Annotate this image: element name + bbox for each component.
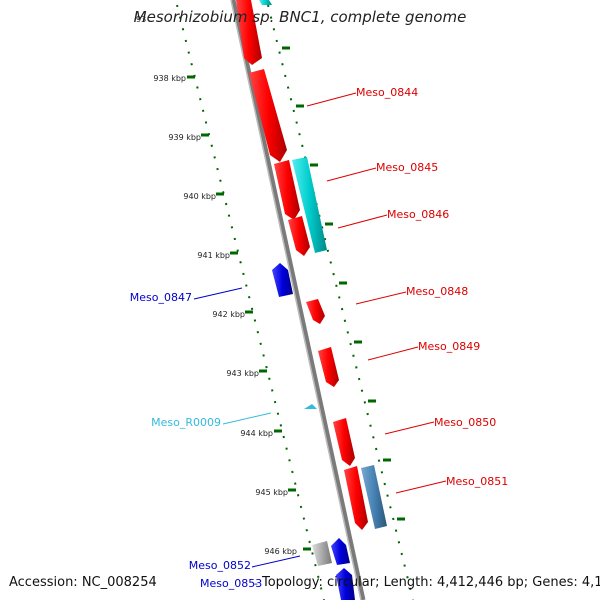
accession-text: Accession: NC_008254 — [9, 575, 157, 590]
gene-meso-0852[interactable] — [331, 538, 350, 565]
gene-meso-0846[interactable] — [288, 216, 310, 256]
gene-meso-0853[interactable] — [336, 568, 355, 600]
gene-meso-0848[interactable] — [306, 299, 325, 324]
ruler-label-946: 946 kbp — [264, 547, 297, 556]
gene-gray[interactable] — [312, 541, 332, 566]
ruler-label-939: 939 kbp — [168, 133, 201, 142]
label-leaders — [193, 92, 447, 568]
gene-meso-0844[interactable] — [249, 69, 287, 162]
gene-cyan-845[interactable] — [292, 157, 327, 253]
ruler-label-945: 945 kbp — [255, 488, 288, 497]
gene-meso-0850[interactable] — [333, 418, 355, 466]
chromosome-track — [230, 0, 366, 601]
label-meso-0844[interactable]: Meso_0844 — [356, 86, 418, 99]
label-meso-r0009[interactable]: Meso_R0009 — [151, 416, 221, 429]
topology-text: Topology: circular; Length: 4,412,446 bp… — [262, 575, 600, 590]
ruler-line-inner — [176, 4, 325, 601]
label-meso-0853-dash: - — [254, 577, 258, 590]
ruler-major-ticks — [187, 46, 405, 551]
label-meso-0851[interactable]: Meso_0851 — [446, 475, 508, 488]
ruler-label-940: 940 kbp — [183, 192, 216, 201]
label-meso-0845[interactable]: Meso_0845 — [376, 161, 438, 174]
gene-meso-0847[interactable] — [272, 263, 293, 297]
genome-title: Mesorhizobium sp. BNC1, complete genome — [133, 8, 467, 26]
label-meso-0847[interactable]: Meso_0847 — [130, 291, 192, 304]
gene-meso-r0009[interactable] — [304, 404, 317, 409]
label-meso-0850[interactable]: Meso_0850 — [434, 416, 496, 429]
label-meso-0849[interactable]: Meso_0849 — [418, 340, 480, 353]
gene-steelblue-851[interactable] — [361, 465, 387, 529]
label-meso-0846[interactable]: Meso_0846 — [387, 208, 449, 221]
ruler-label-944: 944 kbp — [240, 429, 273, 438]
ruler-label-942: 942 kbp — [212, 310, 245, 319]
label-meso-0853[interactable]: Meso_0853 — [200, 577, 262, 590]
gene-partial-top[interactable] — [236, 0, 262, 65]
gene-meso-0851[interactable] — [344, 466, 368, 530]
ruler-label-943: 943 kbp — [226, 369, 259, 378]
ruler-label-partial: 93 — [136, 15, 146, 24]
chromosome-track-highlight — [230, 0, 362, 601]
ruler-label-941: 941 kbp — [197, 251, 230, 260]
gene-meso-0845[interactable] — [274, 160, 300, 220]
gene-meso-0849[interactable] — [318, 347, 339, 387]
label-meso-0852[interactable]: Meso_0852 — [189, 559, 251, 572]
label-meso-0848[interactable]: Meso_0848 — [406, 285, 468, 298]
ruler-label-938: 938 kbp — [153, 74, 186, 83]
gene-partial-top-cyan[interactable] — [259, 0, 272, 5]
